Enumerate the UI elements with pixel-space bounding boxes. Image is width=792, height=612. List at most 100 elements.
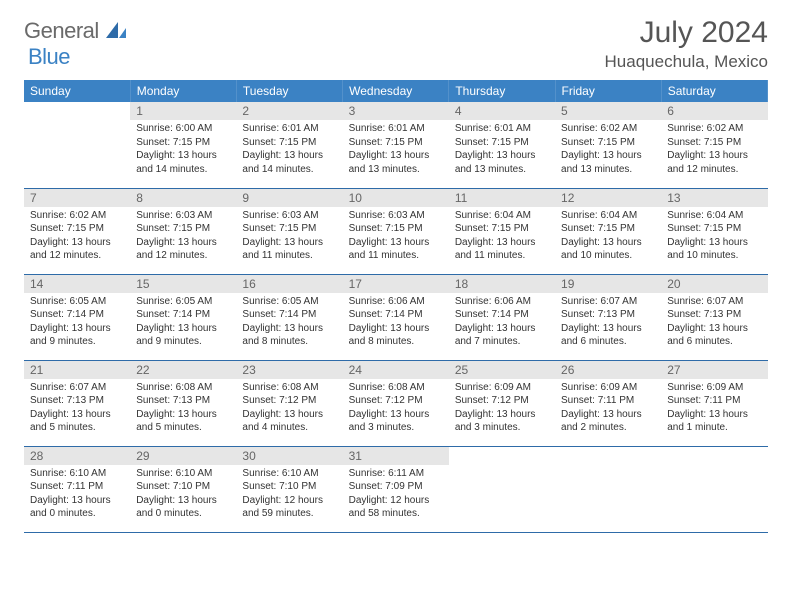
day-cell: 14 Sunrise: 6:05 AMSunset: 7:14 PMDayligh…: [24, 274, 130, 360]
day-cell: 19Sunrise: 6:07 AMSunset: 7:13 PMDayligh…: [555, 274, 661, 360]
day-cell: [661, 446, 767, 532]
day-cell: [555, 446, 661, 532]
sunrise-text: Sunrise: 6:06 AM: [455, 295, 549, 309]
day-cell: 6Sunrise: 6:02 AMSunset: 7:15 PMDaylight…: [661, 102, 767, 188]
sunrise-text: Sunrise: 6:02 AM: [667, 122, 761, 136]
day-number: 20: [661, 275, 767, 293]
title-block: July 2024 Huaquechula, Mexico: [605, 18, 768, 72]
daylight-text: Daylight: 13 hours and 8 minutes.: [349, 322, 443, 349]
daylight-text: Daylight: 13 hours and 9 minutes.: [136, 322, 230, 349]
day-number: 2: [236, 102, 342, 120]
daylight-text: Daylight: 13 hours and 11 minutes.: [242, 236, 336, 263]
sunset-text: Sunset: 7:15 PM: [136, 222, 230, 236]
day-cell: 20Sunrise: 6:07 AMSunset: 7:13 PMDayligh…: [661, 274, 767, 360]
day-cell: 1Sunrise: 6:00 AMSunset: 7:15 PMDaylight…: [130, 102, 236, 188]
daylight-text: Daylight: 13 hours and 1 minute.: [667, 408, 761, 435]
sunrise-text: Sunrise: 6:05 AM: [242, 295, 336, 309]
sunrise-text: Sunrise: 6:08 AM: [242, 381, 336, 395]
day-number: 26: [555, 361, 661, 379]
daylight-text: Daylight: 13 hours and 10 minutes.: [667, 236, 761, 263]
day-details: Sunrise: 6:06 AMSunset: 7:14 PMDaylight:…: [343, 293, 449, 351]
daylight-text: Daylight: 13 hours and 5 minutes.: [30, 408, 124, 435]
week-row: 21Sunrise: 6:07 AMSunset: 7:13 PMDayligh…: [24, 360, 768, 446]
month-title: July 2024: [605, 18, 768, 48]
sunrise-text: Sunrise: 6:01 AM: [349, 122, 443, 136]
daylight-text: Daylight: 13 hours and 13 minutes.: [455, 149, 549, 176]
sunrise-text: Sunrise: 6:07 AM: [561, 295, 655, 309]
sunrise-text: Sunrise: 6:07 AM: [30, 381, 124, 395]
sunrise-text: Sunrise: 6:05 AM: [136, 295, 230, 309]
day-details: Sunrise: 6:05 AMSunset: 7:14 PMDaylight:…: [236, 293, 342, 351]
day-number: [24, 102, 130, 106]
day-cell: 11Sunrise: 6:04 AMSunset: 7:15 PMDayligh…: [449, 188, 555, 274]
day-details: Sunrise: 6:08 AMSunset: 7:12 PMDaylight:…: [343, 379, 449, 437]
day-number: [449, 447, 555, 451]
sunset-text: Sunset: 7:11 PM: [30, 480, 124, 494]
daylight-text: Daylight: 13 hours and 0 minutes.: [30, 494, 124, 521]
header: General Blue July 2024 Huaquechula, Mexi…: [24, 18, 768, 72]
sunrise-text: Sunrise: 6:06 AM: [349, 295, 443, 309]
day-number: 27: [661, 361, 767, 379]
day-details: Sunrise: 6:07 AMSunset: 7:13 PMDaylight:…: [24, 379, 130, 437]
sunset-text: Sunset: 7:15 PM: [667, 136, 761, 150]
sunrise-text: Sunrise: 6:03 AM: [136, 209, 230, 223]
day-cell: 22Sunrise: 6:08 AMSunset: 7:13 PMDayligh…: [130, 360, 236, 446]
day-number: 14: [24, 275, 130, 293]
day-cell: 30Sunrise: 6:10 AMSunset: 7:10 PMDayligh…: [236, 446, 342, 532]
day-cell: 2Sunrise: 6:01 AMSunset: 7:15 PMDaylight…: [236, 102, 342, 188]
day-cell: 18Sunrise: 6:06 AMSunset: 7:14 PMDayligh…: [449, 274, 555, 360]
day-cell: 9Sunrise: 6:03 AMSunset: 7:15 PMDaylight…: [236, 188, 342, 274]
sunrise-text: Sunrise: 6:03 AM: [242, 209, 336, 223]
day-details: Sunrise: 6:07 AMSunset: 7:13 PMDaylight:…: [661, 293, 767, 351]
sunrise-text: Sunrise: 6:04 AM: [561, 209, 655, 223]
day-cell: 17Sunrise: 6:06 AMSunset: 7:14 PMDayligh…: [343, 274, 449, 360]
day-number: 6: [661, 102, 767, 120]
dh-thu: Thursday: [449, 80, 555, 102]
day-details: Sunrise: 6:04 AMSunset: 7:15 PMDaylight:…: [449, 207, 555, 265]
day-cell: 21Sunrise: 6:07 AMSunset: 7:13 PMDayligh…: [24, 360, 130, 446]
sunset-text: Sunset: 7:15 PM: [561, 136, 655, 150]
day-details: Sunrise: 6:05 AMSunset: 7:14 PMDaylight:…: [130, 293, 236, 351]
day-number: 28: [24, 447, 130, 465]
day-details: Sunrise: 6:00 AMSunset: 7:15 PMDaylight:…: [130, 120, 236, 178]
day-details: Sunrise: 6:03 AMSunset: 7:15 PMDaylight:…: [343, 207, 449, 265]
sunset-text: Sunset: 7:14 PM: [349, 308, 443, 322]
day-cell: 13Sunrise: 6:04 AMSunset: 7:15 PMDayligh…: [661, 188, 767, 274]
calendar-table: Sunday Monday Tuesday Wednesday Thursday…: [24, 80, 768, 533]
sunrise-text: Sunrise: 6:02 AM: [30, 209, 124, 223]
sunset-text: Sunset: 7:14 PM: [30, 308, 124, 322]
sunrise-text: Sunrise: 6:03 AM: [349, 209, 443, 223]
brand-logo: General Blue: [24, 18, 126, 70]
day-number: [555, 447, 661, 451]
sunrise-text: Sunrise: 6:02 AM: [561, 122, 655, 136]
dh-sun: Sunday: [24, 80, 130, 102]
day-number: 18: [449, 275, 555, 293]
day-details: Sunrise: 6:02 AMSunset: 7:15 PMDaylight:…: [24, 207, 130, 265]
day-cell: 12Sunrise: 6:04 AMSunset: 7:15 PMDayligh…: [555, 188, 661, 274]
day-details: Sunrise: 6:09 AMSunset: 7:12 PMDaylight:…: [449, 379, 555, 437]
sunset-text: Sunset: 7:15 PM: [136, 136, 230, 150]
sunset-text: Sunset: 7:15 PM: [561, 222, 655, 236]
day-cell: 25Sunrise: 6:09 AMSunset: 7:12 PMDayligh…: [449, 360, 555, 446]
sunset-text: Sunset: 7:13 PM: [667, 308, 761, 322]
calendar-page: General Blue July 2024 Huaquechula, Mexi…: [0, 0, 792, 551]
sunset-text: Sunset: 7:13 PM: [136, 394, 230, 408]
sunrise-text: Sunrise: 6:08 AM: [349, 381, 443, 395]
sunset-text: Sunset: 7:09 PM: [349, 480, 443, 494]
sunrise-text: Sunrise: 6:10 AM: [136, 467, 230, 481]
sunrise-text: Sunrise: 6:00 AM: [136, 122, 230, 136]
day-cell: [24, 102, 130, 188]
daylight-text: Daylight: 13 hours and 12 minutes.: [136, 236, 230, 263]
sunrise-text: Sunrise: 6:09 AM: [455, 381, 549, 395]
sunset-text: Sunset: 7:11 PM: [667, 394, 761, 408]
day-number: 22: [130, 361, 236, 379]
day-number: 19: [555, 275, 661, 293]
day-cell: 8Sunrise: 6:03 AMSunset: 7:15 PMDaylight…: [130, 188, 236, 274]
daylight-text: Daylight: 12 hours and 59 minutes.: [242, 494, 336, 521]
day-cell: 4Sunrise: 6:01 AMSunset: 7:15 PMDaylight…: [449, 102, 555, 188]
dh-mon: Monday: [130, 80, 236, 102]
sunrise-text: Sunrise: 6:05 AM: [30, 295, 124, 309]
day-cell: 7Sunrise: 6:02 AMSunset: 7:15 PMDaylight…: [24, 188, 130, 274]
sunset-text: Sunset: 7:10 PM: [242, 480, 336, 494]
daylight-text: Daylight: 13 hours and 9 minutes.: [30, 322, 124, 349]
